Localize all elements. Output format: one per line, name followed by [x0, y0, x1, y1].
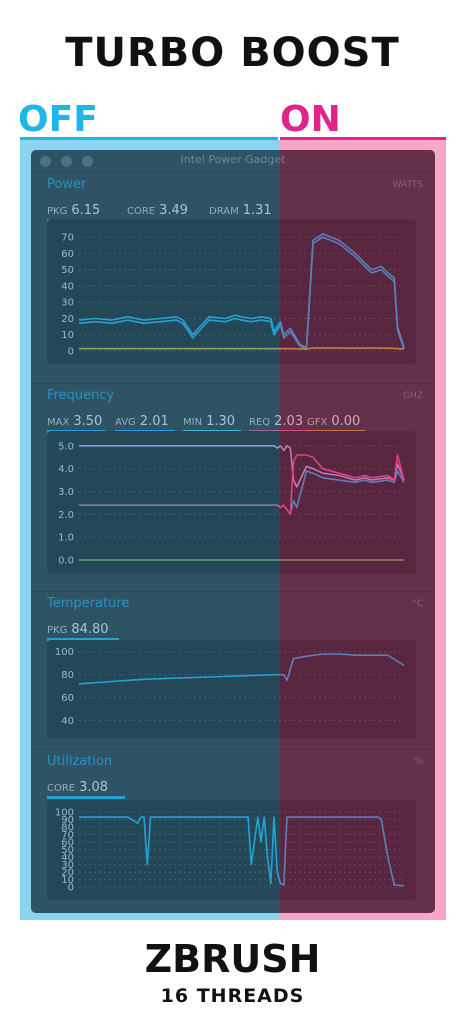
metric-label: PKG [47, 625, 68, 636]
series-line-dram [79, 347, 405, 350]
series-line-pkg [78, 653, 405, 685]
zoom-window-button[interactable] [82, 156, 93, 167]
temperature-unit: °C [412, 599, 423, 609]
y-tick-label: 30 [61, 860, 74, 871]
y-tick-label: 40 [61, 716, 74, 727]
power-section: Power WATTS PKG 6.15 CORE 3.49 DRAM 1.31 0 10 2… [31, 172, 435, 384]
on-label: ON [280, 99, 341, 140]
window-titlebar: Intel Power Gadget [31, 150, 435, 172]
metric-underline [47, 796, 125, 799]
y-tick-label: 80 [61, 670, 74, 681]
frequency-unit: GHZ [403, 391, 423, 401]
utilization-unit: % [414, 757, 423, 767]
metric-max: MAX 3.50 [47, 410, 105, 433]
y-tick-label: 40 [61, 853, 74, 864]
y-tick-label: 60 [61, 693, 74, 704]
temperature-metrics: PKG 84.80 [31, 618, 435, 642]
metric-value: 1.31 [242, 203, 272, 218]
y-tick-label: 2.0 [58, 510, 74, 521]
frequency-section: Frequency GHZ MAX 3.50 AVG 2.01 MIN 1.30 REQ 2.… [31, 383, 435, 592]
metric-label: MAX [47, 417, 70, 428]
metric-label: DRAM [209, 206, 239, 217]
series-line-pkg [78, 233, 405, 349]
headline: TURBO BOOST [65, 30, 400, 76]
y-tick-label: 60 [61, 249, 74, 260]
utilization-metrics: CORE 3.08 [31, 776, 435, 800]
y-tick-label: 3.0 [58, 487, 74, 498]
thread-count: 16 THREADS [160, 985, 305, 1007]
on-underline [280, 137, 446, 140]
y-tick-label: 30 [61, 298, 74, 309]
metric-dram: DRAM 1.31 [209, 199, 281, 222]
series-line-req [79, 454, 405, 516]
temperature-section-title: Temperature [47, 596, 130, 611]
y-tick-label: 100 [55, 807, 74, 818]
y-tick-label: 80 [61, 822, 74, 833]
off-label: OFF [18, 99, 98, 140]
metric-label: REQ [249, 417, 271, 428]
metric-value: 3.08 [79, 780, 109, 795]
y-tick-label: 90 [61, 815, 74, 826]
metric-pkg: PKG 6.15 [47, 199, 117, 222]
metric-value: 84.80 [71, 622, 109, 637]
y-tick-label: 0 [68, 883, 74, 894]
y-tick-label: 70 [61, 830, 74, 841]
power-chart: 0 10 20 30 40 50 60 70 [47, 219, 416, 364]
metric-value: 2.01 [139, 414, 169, 429]
metric-value: 3.49 [159, 203, 189, 218]
metric-value: 1.30 [206, 414, 236, 429]
y-tick-label: 40 [61, 281, 74, 292]
y-tick-label: 10 [61, 875, 74, 886]
metric-avg: AVG 2.01 [115, 410, 175, 433]
series-line-max [79, 445, 405, 488]
series-line-core [78, 236, 405, 351]
y-tick-label: 70 [61, 233, 74, 244]
metric-value: 6.15 [71, 203, 101, 218]
metric-label: CORE [127, 206, 156, 217]
y-tick-label: 20 [61, 868, 74, 879]
frequency-section-title: Frequency [47, 388, 115, 403]
utilization-chart: 0 10 20 30 40 50 60 70 80 90 100 [47, 800, 416, 900]
metric-underline [47, 638, 119, 641]
metric-label: GFX [307, 417, 328, 428]
power-unit: WATTS [392, 180, 423, 190]
metric-req: REQ 2.03 [249, 410, 315, 433]
metric-value: 2.03 [274, 414, 304, 429]
utilization-section-title: Utilization [47, 754, 113, 769]
temperature-section: Temperature °C PKG 84.80 40 60 80 100 [31, 591, 435, 750]
metric-label: MIN [183, 417, 203, 428]
y-tick-label: 50 [61, 265, 74, 276]
frequency-chart: 0.0 1.0 2.0 3.0 4.0 5.0 [47, 431, 416, 574]
minimize-window-button[interactable] [61, 156, 72, 167]
metric-label: PKG [47, 206, 68, 217]
metric-label: CORE [47, 783, 76, 794]
y-tick-label: 1.0 [58, 533, 74, 544]
metric-gfx: GFX 0.00 [307, 410, 365, 433]
y-tick-label: 100 [55, 647, 74, 658]
metric-value: 3.50 [73, 414, 103, 429]
y-tick-label: 0 [68, 347, 74, 358]
power-section-title: Power [47, 177, 87, 192]
y-tick-label: 10 [61, 330, 74, 341]
close-window-button[interactable] [40, 156, 51, 167]
y-tick-label: 5.0 [58, 441, 74, 452]
metric-core: CORE 3.49 [127, 199, 199, 222]
metric-value: 0.00 [331, 414, 361, 429]
metric-label: AVG [115, 417, 136, 428]
app-name: ZBRUSH [144, 937, 321, 981]
power-gadget-window: Intel Power Gadget Power WATTS PKG 6.15 CO… [31, 150, 435, 913]
y-tick-label: 0.0 [58, 556, 74, 567]
y-tick-label: 50 [61, 845, 74, 856]
metric-pkg: PKG 84.80 [47, 618, 119, 641]
series-line-core [79, 816, 405, 887]
y-tick-label: 60 [61, 837, 74, 848]
metric-core: CORE 3.08 [47, 776, 125, 799]
y-tick-label: 4.0 [58, 464, 74, 475]
utilization-section: Utilization % CORE 3.08 0 10 20 30 40 50 60 70 80… [31, 749, 435, 913]
metric-min: MIN 1.30 [183, 410, 241, 433]
off-underline [20, 137, 278, 140]
temperature-chart: 40 60 80 100 [47, 640, 416, 738]
window-title: Intel Power Gadget [180, 153, 286, 166]
y-tick-label: 20 [61, 314, 74, 325]
